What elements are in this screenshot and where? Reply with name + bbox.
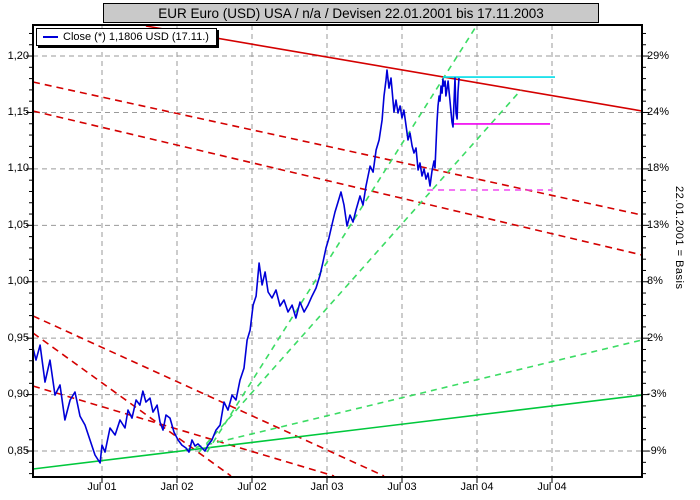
trend-line-up-support-main xyxy=(32,394,643,470)
x-tick-label: Jul 01 xyxy=(87,481,117,493)
y-right-tick-label: 18% xyxy=(647,162,670,175)
right-axis-note: 22.01.2001 = Basis xyxy=(673,186,685,290)
plot-border xyxy=(32,24,643,478)
x-tick-label: Jan 04 xyxy=(460,481,494,493)
price-line-close xyxy=(32,69,460,464)
legend-label: Close (*) 1,1806 USD (17.11.) xyxy=(63,31,209,43)
trend-line-down-fan-steep xyxy=(32,315,385,477)
x-tick-label: Jul 02 xyxy=(237,481,267,493)
chart-title: EUR Euro (USD) USA / n/a / Devisen 22.01… xyxy=(158,5,544,21)
trend-line-up-fan-steep-1 xyxy=(206,24,478,453)
trend-line-down-trend-main xyxy=(145,25,643,112)
trend-line-up-fan-steep-2 xyxy=(198,89,522,453)
y-right-tick-label: 29% xyxy=(647,49,670,62)
chart-title-bar: EUR Euro (USD) USA / n/a / Devisen 22.01… xyxy=(103,3,599,23)
legend-box[interactable]: Close (*) 1,1806 USD (17.11.) xyxy=(36,28,217,46)
y-left-tick-label: 1,00 xyxy=(7,275,29,288)
trend-line-up-support-dashed xyxy=(184,339,643,451)
y-left-tick-label: 1,10 xyxy=(7,162,29,175)
x-tick-label: Jul 04 xyxy=(537,481,567,493)
x-tick-label: Jan 02 xyxy=(160,481,194,493)
y-right-tick-label: 24% xyxy=(647,105,670,118)
trend-line-down-fan-steepest xyxy=(32,332,232,477)
trend-line-down-channel-upper xyxy=(32,81,643,216)
x-tick-label: Jul 03 xyxy=(387,481,417,493)
y-right-tick-label: 2% xyxy=(647,331,663,344)
y-left-tick-label: 1,05 xyxy=(7,218,29,231)
y-left-tick-label: 1,20 xyxy=(7,49,29,62)
y-right-tick-label: -3% xyxy=(647,388,667,401)
x-tick-label: Jan 03 xyxy=(310,481,344,493)
y-right-tick-label: -9% xyxy=(647,444,667,457)
y-left-tick-label: 0,95 xyxy=(7,331,29,344)
y-right-tick-label: 8% xyxy=(647,275,663,288)
y-right-tick-label: 13% xyxy=(647,218,670,231)
y-left-tick-label: 0,90 xyxy=(7,388,29,401)
legend-line-swatch xyxy=(43,36,58,38)
y-left-tick-label: 0,85 xyxy=(7,444,29,457)
trend-line-down-fan-low xyxy=(32,385,335,477)
y-left-tick-label: 1,15 xyxy=(7,105,29,118)
trend-line-down-channel-lower xyxy=(32,110,643,256)
